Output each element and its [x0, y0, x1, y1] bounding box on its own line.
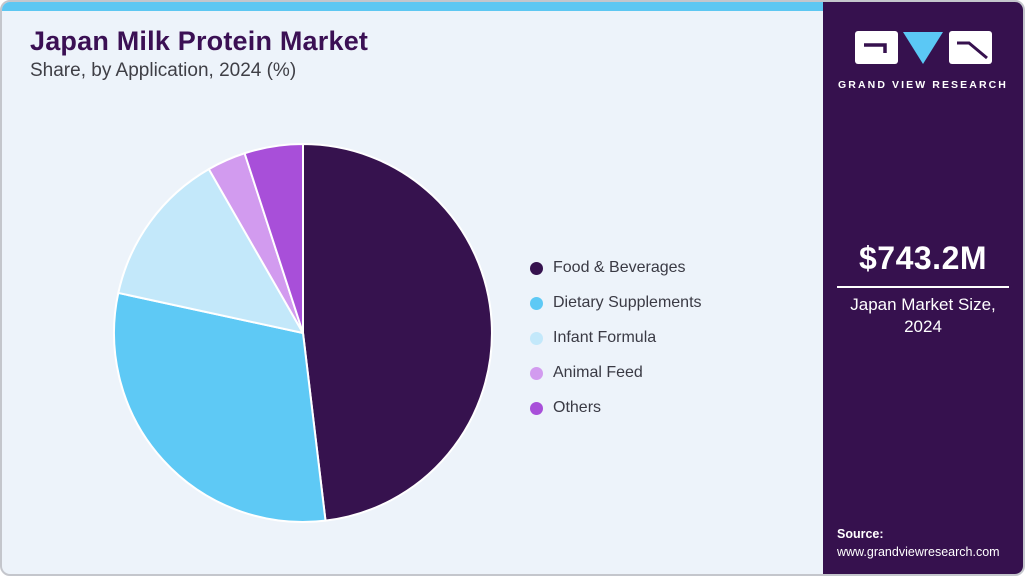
legend-swatch-icon — [530, 261, 543, 275]
legend-label: Others — [553, 399, 602, 416]
sidebar: GRAND VIEW RESEARCH $743.2M Japan Market… — [823, 2, 1023, 574]
legend-swatch-icon — [530, 401, 543, 415]
gvr-logo-icon — [854, 31, 992, 64]
legend-label: Infant Formula — [553, 329, 657, 346]
pie-slice-infant-formula — [117, 168, 304, 334]
legend-item: Animal Feed — [530, 364, 702, 382]
brand-logo: GRAND VIEW RESEARCH — [838, 30, 1008, 91]
divider — [837, 286, 1009, 288]
pie-slice-others — [243, 143, 304, 334]
source-label: Source: — [837, 526, 884, 541]
legend-item: Others — [530, 399, 702, 417]
legend-item: Dietary Supplements — [530, 294, 702, 312]
top-accent-bar — [2, 2, 823, 11]
legend-item: Infant Formula — [530, 329, 702, 347]
legend-swatch-icon — [530, 296, 543, 310]
pie-slice-food-beverages — [302, 143, 493, 522]
legend-label: Food & Beverages — [553, 259, 686, 276]
legend-swatch-icon — [530, 331, 543, 345]
source-block: Source: www.grandviewresearch.com — [837, 525, 1000, 561]
pie-chart — [113, 143, 493, 523]
page-subtitle: Share, by Application, 2024 (%) — [30, 60, 297, 81]
legend-swatch-icon — [530, 366, 543, 380]
chart-legend: Food & Beverages Dietary Supplements Infan… — [530, 259, 702, 417]
legend-label: Animal Feed — [553, 364, 643, 381]
legend-label: Dietary Supplements — [553, 294, 702, 311]
page-title: Japan Milk Protein Market — [30, 26, 369, 56]
source-url[interactable]: www.grandviewresearch.com — [837, 544, 1000, 559]
pie-slice-dietary-supplements — [113, 291, 327, 523]
market-size-value: $743.2M — [858, 240, 988, 276]
brand-name: GRAND VIEW RESEARCH — [838, 79, 1008, 91]
market-size-label: Japan Market Size, 2024 — [850, 295, 996, 337]
market-size-block: $743.2M Japan Market Size, 2024 — [823, 240, 1023, 338]
legend-item: Food & Beverages — [530, 259, 702, 277]
